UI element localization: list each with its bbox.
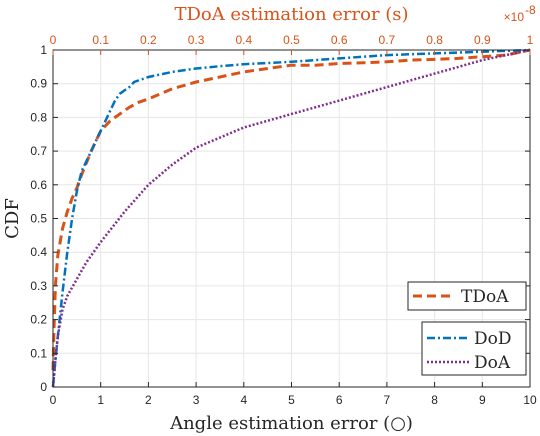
y-tick-label: 0 <box>40 380 47 394</box>
x-axis-label: Angle estimation error (○) <box>169 413 413 434</box>
top-tick-label: 0.1 <box>92 33 109 47</box>
series-line-tdoa <box>51 48 531 371</box>
series-layer <box>51 48 531 388</box>
x-tick-label: 3 <box>193 393 200 407</box>
legend-doa-label: DoA <box>474 353 511 373</box>
top-tick-label: 0.2 <box>140 33 157 47</box>
top-tick-label: 0.7 <box>379 33 396 47</box>
top-tick-label: 0.5 <box>283 33 300 47</box>
y-axis-label: CDF <box>2 198 23 239</box>
x-tick-label: 6 <box>336 393 343 407</box>
x-tick-label: 4 <box>240 393 247 407</box>
top-tick-label: 1 <box>527 33 534 47</box>
legend-dod-label: DoD <box>474 329 512 349</box>
series-line-doa <box>51 48 531 388</box>
x-tick-label: 0 <box>50 393 57 407</box>
y-tick-label: 0.3 <box>30 279 47 293</box>
x-tick-label: 9 <box>479 393 486 407</box>
x-tick-label: 7 <box>384 393 391 407</box>
y-tick-label: 0.6 <box>30 178 47 192</box>
top-axis-title: TDoA estimation error (s) <box>174 4 408 25</box>
top-tick-label: 0.3 <box>188 33 205 47</box>
y-tick-label: 0.7 <box>30 144 47 158</box>
x-tick-label: 5 <box>288 393 295 407</box>
y-tick-label: 0.4 <box>30 245 47 259</box>
legend-tdoa-label: TDoA <box>461 287 509 307</box>
y-tick-label: 0.9 <box>30 77 47 91</box>
top-axis-exponent-power: -8 <box>525 3 536 17</box>
top-tick-label: 0.8 <box>426 33 443 47</box>
legend-angle-box <box>421 321 527 376</box>
x-tick-label: 10 <box>523 393 537 407</box>
top-axis-exponent-base: ×10 <box>504 10 525 24</box>
top-tick-label: 0.9 <box>474 33 491 47</box>
y-tick-label: 0.5 <box>30 212 47 226</box>
x-tick-label: 8 <box>431 393 438 407</box>
y-tick-label: 1 <box>40 43 47 57</box>
legend-angle: DoD DoA <box>421 321 527 376</box>
x-tick-label: 1 <box>97 393 104 407</box>
legend-tdoa: TDoA <box>407 281 527 311</box>
tick-layer: 0 1 2 3 4 5 6 7 8 9 100 0.1 0.2 0.3 0.4 0.5 0.6 0.7 0.8 0.9… <box>30 33 537 407</box>
series-line-dod <box>51 48 531 388</box>
y-tick-label: 0.8 <box>30 110 47 124</box>
top-tick-label: 0.4 <box>235 33 252 47</box>
top-tick-label: 0 <box>50 33 57 47</box>
x-tick-label: 2 <box>145 393 152 407</box>
y-tick-label: 0.2 <box>30 313 47 327</box>
y-tick-label: 0.1 <box>30 346 47 360</box>
top-tick-label: 0.6 <box>331 33 348 47</box>
